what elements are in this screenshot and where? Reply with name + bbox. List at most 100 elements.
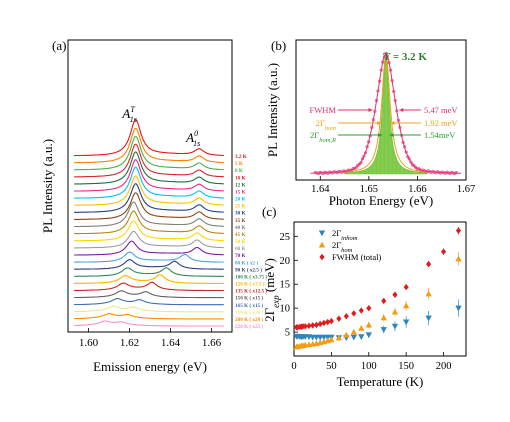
trace-label-13: 60 K [235, 246, 246, 252]
trace-label-20: 150 K ( x15 ) [235, 295, 264, 302]
c-xtick-label-1: 50 [326, 361, 337, 372]
trace-20 [74, 290, 224, 299]
trace-24 [74, 320, 224, 327]
b-arrowhead-left-2 [378, 133, 383, 137]
c-point-1-14 [343, 331, 350, 338]
trace-label-19: 135 K ( x12.5 ) [235, 288, 267, 295]
panel-c-label: (c) [262, 204, 276, 219]
trace-5 [74, 159, 224, 192]
c-point-2-6 [306, 322, 312, 330]
panel-b-ylabel: PL Intensity (a.u.) [265, 63, 280, 157]
c-point-2-23 [455, 227, 462, 234]
c-xtick-label-3: 150 [398, 361, 414, 372]
c-point-1-15 [350, 328, 358, 335]
c-point-2-15 [351, 310, 357, 317]
trace-label-7: 25 K [235, 204, 246, 210]
c-ytick-label-0: 5 [285, 328, 290, 339]
b-annot-label-2: 2Γhom,R [310, 130, 336, 144]
c-point-1-17 [365, 321, 372, 328]
trace-label-21: 165 K ( x15 ) [235, 302, 264, 309]
b-arrowhead-right-0 [399, 108, 404, 112]
trace-7 [74, 175, 224, 206]
c-legend-marker-0 [318, 230, 326, 237]
c-point-2-8 [313, 321, 319, 329]
c-point-2-21 [426, 260, 432, 268]
c-point-0-17 [365, 332, 372, 339]
trace-label-1: 5 K [235, 161, 243, 167]
c-point-1-21 [425, 290, 432, 297]
panel-a-label: (a) [52, 38, 66, 53]
trace-21 [74, 297, 224, 306]
panel-a-xlabel: Emission energy (eV) [93, 359, 207, 374]
trace-label-6: 20 K [235, 197, 246, 203]
c-ytick-label-3: 20 [280, 256, 291, 267]
c-point-1-13 [335, 334, 343, 341]
trace-label-17: 100 K ( x3.75 ) [235, 273, 267, 280]
b-annot-value-1: 1.92 meV [424, 118, 458, 128]
c-point-1-19 [391, 308, 399, 315]
b-arrowhead-left-1 [377, 121, 382, 125]
c-xtick-label-0: 0 [291, 361, 296, 372]
panel-c-xlabel: Temperature (K) [337, 374, 424, 389]
c-point-0-19 [391, 323, 399, 330]
trace-label-16: 90 K ( x2.5 ) [235, 266, 262, 273]
trace-22 [74, 305, 224, 313]
c-point-2-11 [325, 318, 331, 326]
trace-19 [74, 281, 224, 292]
c-xtick-label-2: 100 [361, 361, 377, 372]
c-point-2-12 [328, 317, 334, 325]
c-point-2-16 [358, 307, 364, 314]
panel-b-label: (b) [271, 38, 286, 53]
peak-label-0: AT 1s [121, 105, 137, 124]
panel-a: (a) 3.2 K5 K8 K10 K12 K15 K 20 K25 K30 K3… [40, 38, 267, 374]
trace-10 [74, 201, 224, 228]
trace-label-4: 12 K [235, 182, 246, 188]
trace-label-24: 220 K ( x25 ) [235, 323, 264, 330]
c-point-0-21 [425, 315, 432, 322]
c-legend-label-2: FWHM (total) [332, 252, 382, 262]
a-xtick-label-2: 1.64 [161, 337, 181, 349]
trace-18 [74, 274, 224, 284]
c-ytick-label-4: 25 [280, 232, 291, 243]
panel-b-title: T = 3.2 K [383, 51, 427, 63]
peak-label-1: A0 1s [185, 129, 200, 148]
trace-label-18: 120 K ( x7.5 ) [235, 281, 265, 288]
panel-a-frame [67, 39, 233, 333]
trace-9 [74, 192, 224, 220]
trace-label-3: 10 K [235, 175, 246, 181]
peak-label-sub-1: 1s [193, 139, 200, 148]
peak-label-sup-0: T [130, 105, 135, 114]
a-xtick-label-1: 1.62 [120, 337, 139, 349]
trace-23 [74, 313, 224, 320]
trace-0 [74, 118, 224, 157]
c-point-0-15 [350, 334, 358, 341]
c-point-1-22 [455, 255, 462, 262]
trace-label-12: 50 K [235, 239, 246, 245]
trace-12 [74, 220, 224, 242]
trace-label-0: 3.2 K [235, 154, 247, 160]
peak-label-sub-0: 1s [130, 115, 137, 124]
c-legend-marker-1 [318, 241, 326, 248]
trace-4 [74, 151, 224, 185]
c-point-2-22 [441, 248, 447, 255]
panel-a-ylabel: PL Intensity (a.u.) [40, 139, 55, 233]
b-arrowhead-right-2 [389, 133, 394, 137]
b-xtick-label-1: 1.65 [360, 184, 378, 195]
c-point-2-17 [366, 304, 372, 312]
a-xtick-label-0: 1.60 [79, 337, 99, 349]
a-xtick-label-3: 1.66 [202, 337, 222, 349]
trace-13 [74, 230, 224, 249]
trace-8 [74, 183, 224, 213]
c-point-2-20 [403, 283, 409, 291]
trace-3 [74, 143, 224, 178]
b-xtick-label-2: 1.66 [408, 184, 426, 195]
c-point-2-13 [336, 315, 342, 322]
trace-label-5: 15 K [235, 189, 246, 195]
trace-1 [74, 127, 224, 164]
c-point-0-20 [402, 319, 410, 326]
peak-label-sup-1: 0 [194, 129, 198, 138]
c-point-1-18 [380, 314, 387, 321]
trace-label-8: 30 K [235, 211, 246, 217]
panel-c-ylabel: 2Γexp (meV) [262, 258, 281, 322]
b-arrowhead-left-0 [368, 108, 373, 112]
